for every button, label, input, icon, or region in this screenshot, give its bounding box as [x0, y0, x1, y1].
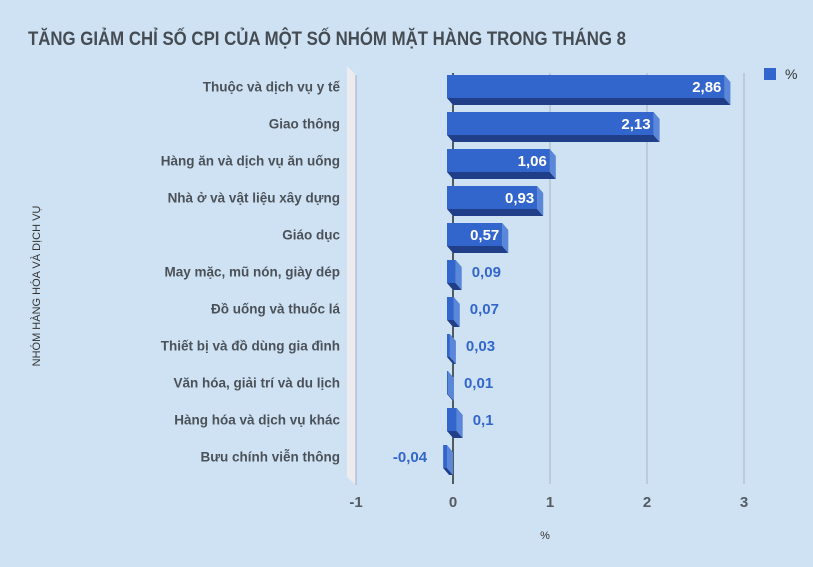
bar-bottom-face [447, 246, 509, 253]
bar-bottom-face [443, 468, 453, 475]
bar-bottom-face [447, 209, 544, 216]
bar-side-face [455, 260, 462, 290]
y-axis-title: NHÓM HÀNG HÓA VÀ DỊCH VỤ [30, 206, 43, 367]
category-label: Hàng hóa và dịch vụ khác [174, 413, 340, 428]
bar[interactable] [447, 297, 454, 320]
category-label: Giao thông [269, 117, 340, 132]
x-tick-label: 2 [643, 494, 651, 511]
bar-value-label: 0,07 [470, 301, 499, 318]
legend-swatch [764, 68, 776, 80]
bar-bottom-face [447, 394, 454, 401]
bar-side-face [447, 445, 453, 475]
category-label: Giáo dục [282, 228, 340, 243]
bar-bottom-face [447, 172, 556, 179]
bar[interactable] [447, 75, 725, 98]
bar-side-face [724, 75, 731, 105]
bar-bottom-face [447, 98, 731, 105]
bar-side-face [453, 297, 460, 327]
bar-value-label: -0,04 [393, 449, 428, 466]
bar-value-label: 0,93 [505, 190, 534, 207]
bar-value-label: 1,06 [518, 153, 547, 170]
bar[interactable] [447, 186, 538, 209]
x-tick-label: 0 [449, 494, 457, 511]
category-label: Bưu chính viễn thông [200, 450, 340, 465]
bar-side-face [449, 334, 456, 364]
bar-bottom-face [447, 320, 460, 327]
bar-side-face [549, 149, 556, 179]
legend-label: % [785, 66, 797, 82]
bar[interactable] [447, 371, 448, 394]
bar-side-face [537, 186, 544, 216]
bar-value-label: 0,1 [473, 412, 494, 429]
bar-value-label: 2,13 [621, 116, 650, 133]
bar[interactable] [447, 223, 503, 246]
bar[interactable] [447, 260, 456, 283]
bar[interactable] [443, 445, 447, 468]
bar-value-label: 0,09 [472, 264, 501, 281]
bar-bottom-face [447, 283, 462, 290]
bar-value-label: 0,57 [470, 227, 499, 244]
plot-area: -1 0 1 2 3 2,86 Thuộc và dịch vụ y tế 2,13 Giao … [161, 66, 748, 511]
category-label: May mặc, mũ nón, giày dép [164, 265, 340, 280]
category-label: Thiết bị và đồ dùng gia đình [161, 339, 340, 354]
category-label: Văn hóa, giải trí và du lịch [173, 376, 340, 391]
chart-wall [347, 66, 356, 485]
bar-bottom-face [447, 431, 463, 438]
x-tick-label: 3 [740, 494, 748, 511]
chart-title: TĂNG GIẢM CHỈ SỐ CPI CỦA MỘT SỐ NHÓM MẶT… [28, 28, 626, 50]
bar-value-label: 0,01 [464, 375, 493, 392]
bar-bottom-face [447, 357, 456, 364]
bar-side-face [456, 408, 463, 438]
category-label: Nhà ở và vật liệu xây dựng [168, 191, 340, 206]
category-label: Thuộc và dịch vụ y tế [203, 80, 341, 95]
bar[interactable] [447, 112, 654, 135]
x-tick-label: 1 [546, 494, 554, 511]
category-label: Đồ uống và thuốc lá [211, 302, 340, 317]
bar[interactable] [447, 334, 450, 357]
bar[interactable] [447, 149, 550, 172]
bar[interactable] [447, 408, 457, 431]
x-axis-title: % [540, 530, 550, 542]
category-label: Hàng ăn và dịch vụ ăn uống [161, 154, 340, 169]
bar-side-face [502, 223, 509, 253]
x-tick-label: -1 [349, 494, 362, 511]
bar-side-face [447, 371, 454, 401]
legend[interactable]: % [764, 66, 797, 82]
bar-value-label: 0,03 [466, 338, 495, 355]
bar-side-face [653, 112, 660, 142]
bar-value-label: 2,86 [692, 79, 721, 96]
bar-bottom-face [447, 135, 660, 142]
